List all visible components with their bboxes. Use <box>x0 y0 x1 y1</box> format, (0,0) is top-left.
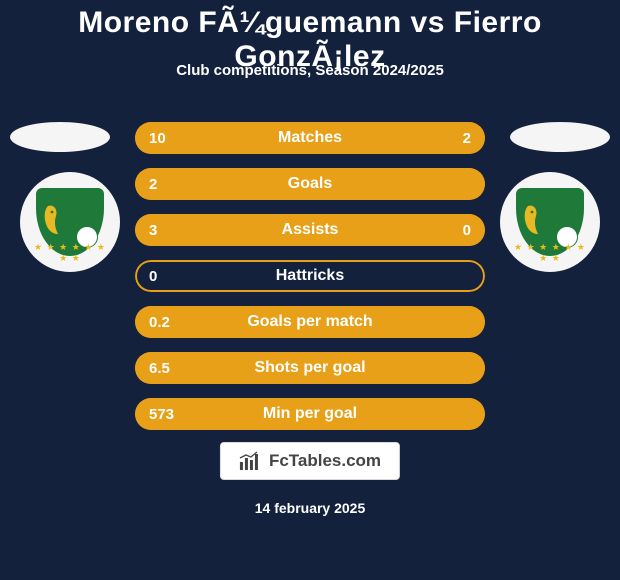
bar-chart-icon <box>239 451 259 471</box>
stat-row: Hattricks0 <box>135 260 485 292</box>
lion-icon <box>42 202 72 236</box>
player-left-flag <box>10 122 110 152</box>
stat-row: Assists30 <box>135 214 485 246</box>
leon-badge-text: LEON <box>512 190 588 202</box>
stat-row: Matches102 <box>135 122 485 154</box>
stat-row: Min per goal573 <box>135 398 485 430</box>
stat-border <box>135 306 485 338</box>
stat-border <box>135 168 485 200</box>
page-subtitle: Club competitions, Season 2024/2025 <box>0 62 620 79</box>
leon-badge-text: LEON <box>32 190 108 202</box>
brand-attribution: FcTables.com <box>220 442 400 480</box>
stat-row: Goals2 <box>135 168 485 200</box>
stat-border <box>135 398 485 430</box>
badge-stars-icon: ★ ★ ★ ★ ★ ★ ★ ★ <box>32 242 108 264</box>
brand-text: FcTables.com <box>269 451 381 471</box>
player-right-flag <box>510 122 610 152</box>
player-right-club-badge: LEON ★ ★ ★ ★ ★ ★ ★ ★ <box>500 172 600 272</box>
stats-list: Matches102 Goals2 Assists30 Hattricks0 Goals… <box>135 122 485 444</box>
stat-border <box>135 214 485 246</box>
comparison-date: 14 february 2025 <box>0 500 620 516</box>
stat-border <box>135 122 485 154</box>
stat-border <box>135 352 485 384</box>
stat-row: Shots per goal6.5 <box>135 352 485 384</box>
player-left-club-badge: LEON ★ ★ ★ ★ ★ ★ ★ ★ <box>20 172 120 272</box>
leon-badge-icon: LEON ★ ★ ★ ★ ★ ★ ★ ★ <box>32 184 108 260</box>
lion-icon <box>522 202 552 236</box>
stat-row: Goals per match0.2 <box>135 306 485 338</box>
leon-badge-icon: LEON ★ ★ ★ ★ ★ ★ ★ ★ <box>512 184 588 260</box>
stat-border <box>135 260 485 292</box>
badge-stars-icon: ★ ★ ★ ★ ★ ★ ★ ★ <box>512 242 588 264</box>
